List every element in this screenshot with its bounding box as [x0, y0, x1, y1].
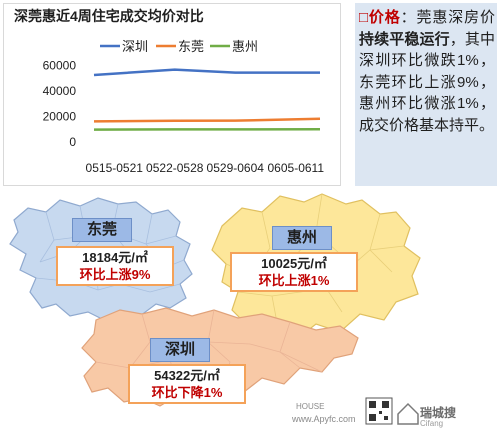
y-tick-label-0: 0: [69, 135, 76, 149]
dongguan-city-tag: 东莞: [72, 218, 132, 242]
shenzhen-change: 环比下降1%: [151, 385, 223, 400]
y-tick-label-1: 20000: [43, 109, 77, 123]
x-tick-label-2: 0529-0604: [207, 161, 265, 175]
watermark-house-text: HOUSE: [296, 402, 325, 411]
legend-label-2: 惠州: [232, 39, 258, 54]
price-line-chart: 0 20000 40000 60000 0515-0521 0522-0528 0529-0…: [43, 39, 325, 175]
summary-highlight: 持续平稳运行: [359, 30, 450, 48]
summary-part1: 莞惠深房价: [416, 9, 495, 26]
x-tick-label-1: 0522-0528: [146, 161, 204, 175]
price-section-marker: □价格: [359, 9, 401, 26]
dongguan-price: 18184元/㎡: [82, 250, 148, 265]
huizhou-price: 10025元/㎡: [261, 256, 327, 271]
y-tick-label-2: 40000: [43, 84, 77, 98]
summary-colon: ：: [400, 9, 417, 26]
huizhou-city-tag: 惠州: [272, 226, 332, 250]
summary-part2: ，其中深圳环比微跌1%，东莞环比上涨9%，惠州环比微涨1%，成交价格基本持平。: [359, 30, 495, 134]
price-chart-panel: 0 20000 40000 60000 0515-0521 0522-0528 0529-0…: [3, 3, 341, 186]
region-map: 东莞 18184元/㎡ 环比上涨9% 惠州 10025元/㎡ 环比上涨1% 深圳…: [0, 192, 500, 432]
legend-label-0: 深圳: [122, 39, 148, 54]
dongguan-change: 环比上涨9%: [79, 267, 151, 282]
price-summary-panel: □价格：莞惠深房价持续平稳运行，其中深圳环比微跌1%，东莞环比上涨9%，惠州环比…: [355, 3, 497, 186]
series-line-0: [93, 68, 321, 77]
huizhou-price-box: 10025元/㎡ 环比上涨1%: [230, 252, 358, 292]
shenzhen-price-box: 54322元/㎡ 环比下降1%: [128, 364, 246, 404]
x-tick-label-0: 0515-0521: [86, 161, 144, 175]
dongguan-price-box: 18184元/㎡ 环比上涨9%: [56, 246, 174, 286]
huizhou-change: 环比上涨1%: [258, 273, 330, 288]
y-tick-label-3: 60000: [43, 58, 77, 72]
watermark-brand: 瑞城搜: [420, 406, 457, 420]
legend-label-1: 东莞: [178, 39, 204, 54]
watermark-url: www.Apyfc.com: [292, 414, 356, 424]
house-logo-icon: [397, 402, 419, 425]
shenzhen-city-tag: 深圳: [150, 338, 210, 362]
series-line-1: [93, 117, 321, 123]
chart-title: 深莞惠近4周住宅成交均价对比: [14, 8, 204, 24]
x-tick-label-3: 0605-0611: [268, 161, 325, 175]
qr-code-icon-left: [365, 397, 393, 425]
shenzhen-price: 54322元/㎡: [154, 368, 220, 383]
watermark-brand-sub: Cifang: [420, 419, 444, 428]
